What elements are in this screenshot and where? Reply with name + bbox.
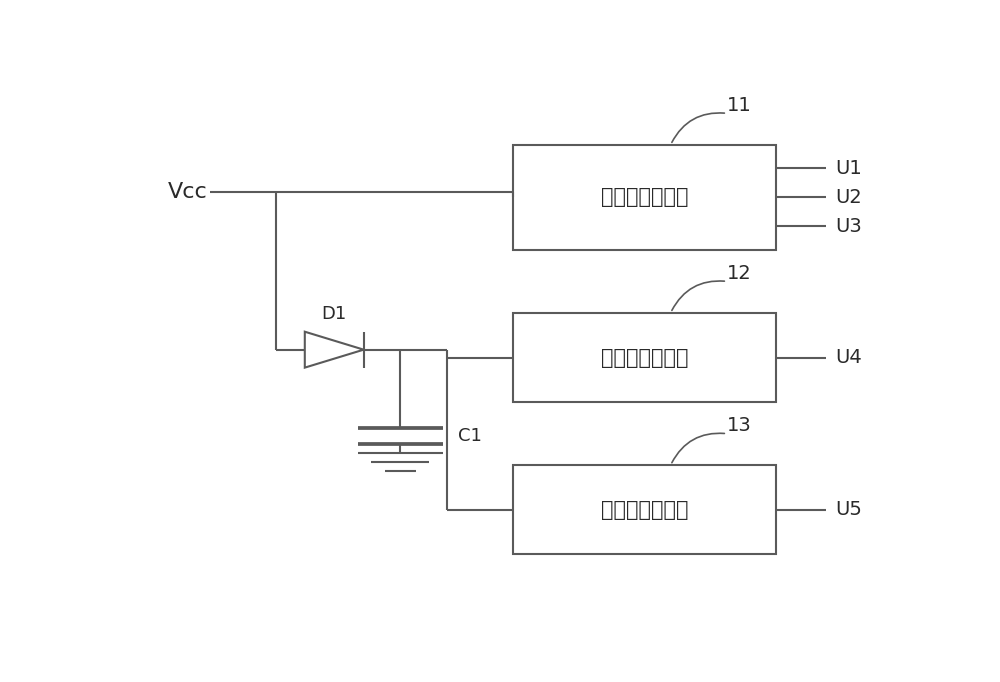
Text: Vcc: Vcc — [168, 182, 207, 202]
Text: 第三电压转换器: 第三电压转换器 — [600, 500, 688, 520]
Text: D1: D1 — [322, 305, 347, 323]
Bar — [512, 145, 776, 250]
Text: C1: C1 — [458, 428, 482, 445]
Text: 第二电压转换器: 第二电压转换器 — [600, 348, 688, 368]
Text: U5: U5 — [836, 501, 863, 519]
Text: U1: U1 — [836, 159, 862, 178]
Text: 13: 13 — [726, 416, 751, 435]
Text: U3: U3 — [836, 217, 862, 236]
Text: 12: 12 — [726, 264, 751, 283]
Text: 11: 11 — [726, 96, 751, 115]
Bar — [512, 313, 776, 402]
Bar — [512, 465, 776, 554]
Text: 第一电压转换器: 第一电压转换器 — [600, 188, 688, 207]
Text: U2: U2 — [836, 188, 862, 207]
Polygon shape — [305, 331, 364, 368]
Text: U4: U4 — [836, 348, 862, 367]
